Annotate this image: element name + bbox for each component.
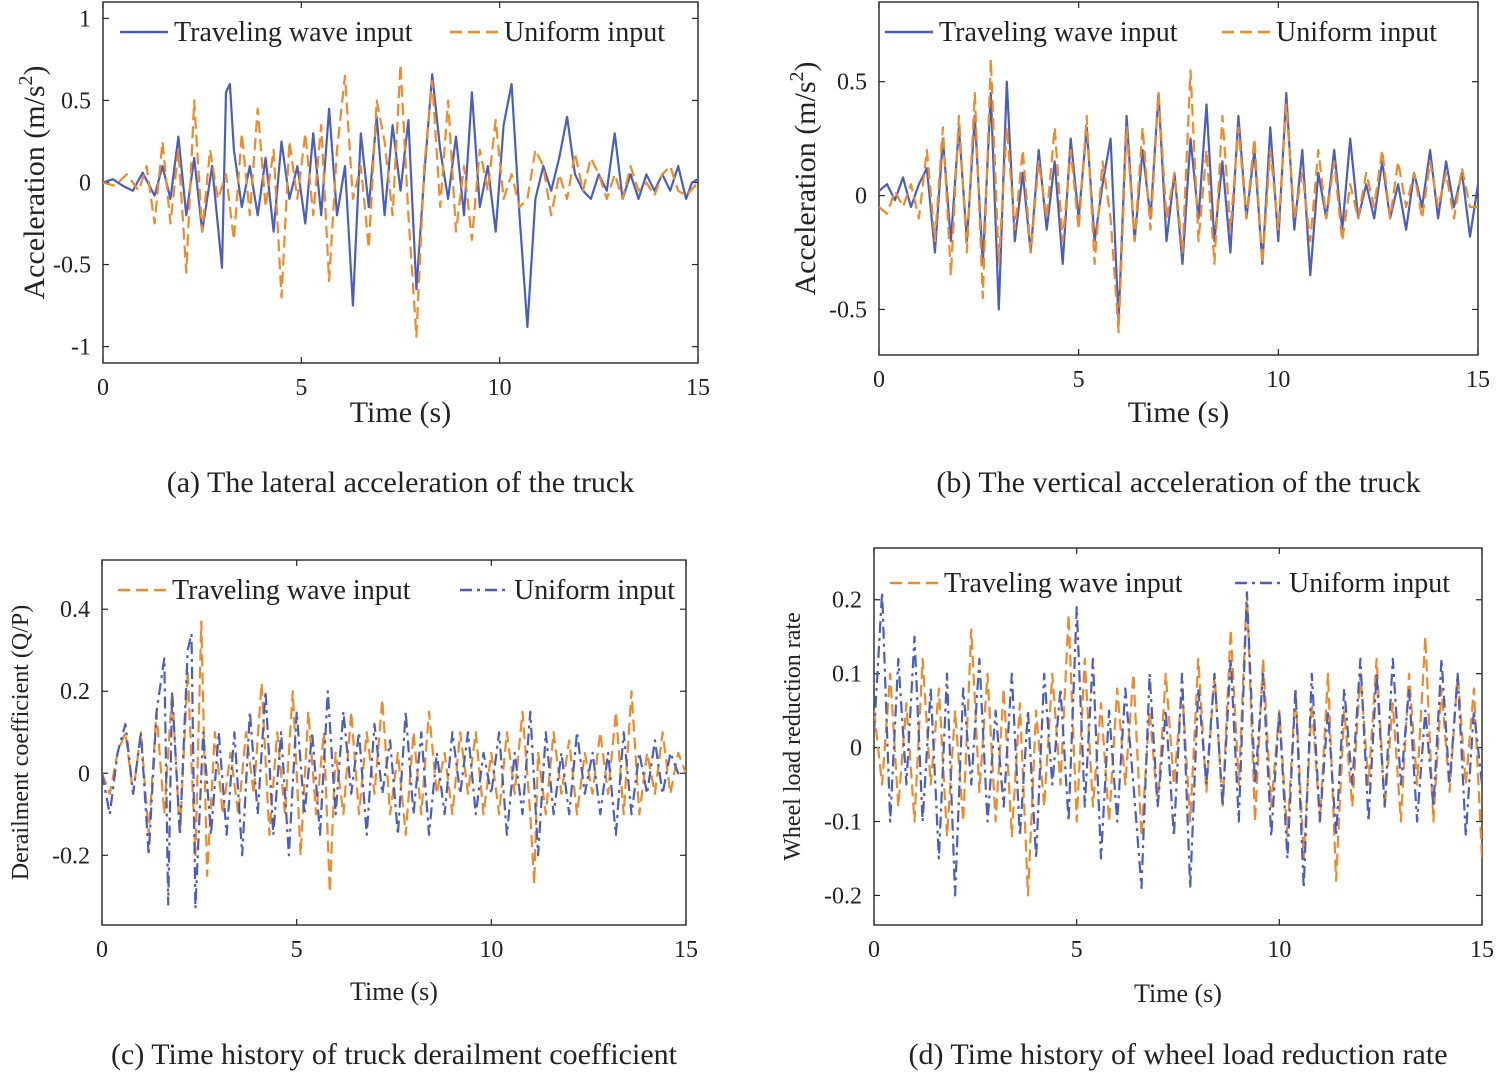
x-tick-label: 5 xyxy=(291,937,303,963)
x-axis-label: Time (s) xyxy=(1128,396,1229,429)
series-line-first xyxy=(874,591,1482,897)
y-tick-label: 0 xyxy=(850,736,862,762)
y-tick-label: -1 xyxy=(71,335,91,361)
x-tick-label: 15 xyxy=(1466,367,1490,393)
legend-label: Traveling wave input xyxy=(939,17,1178,48)
x-tick-label: 0 xyxy=(96,937,108,963)
legend-label: Uniform input xyxy=(514,575,675,606)
plot-frame xyxy=(873,547,1483,926)
chart-panel-b: 0 5 10 15 -0.5 0 0.5 Traveling wave input Unifor… xyxy=(786,1,1490,499)
y-tick-label: 0 xyxy=(78,761,90,787)
series-line-second xyxy=(874,591,1482,897)
legend-label: Uniform input xyxy=(504,17,665,48)
y-tick-label: 0 xyxy=(79,171,91,197)
x-tick-label: 10 xyxy=(1266,367,1290,393)
plot-frame xyxy=(101,559,687,926)
x-tick-label: 15 xyxy=(686,375,710,401)
chart-panel-c: 0 5 10 15 -0.2 0 0.2 0.4 Traveling wave input Uni… xyxy=(8,559,698,1071)
x-tick-label: 5 xyxy=(1073,367,1085,393)
y-tick-label: 0.1 xyxy=(832,662,862,688)
y-tick-label: 0.5 xyxy=(837,70,867,96)
chart-caption: (b) The vertical acceleration of the tru… xyxy=(936,466,1420,499)
legend-label: Traveling wave input xyxy=(172,575,411,606)
x-axis-label: Time (s) xyxy=(1134,979,1222,1008)
x-tick-label: 10 xyxy=(479,937,503,963)
x-tick-label: 5 xyxy=(1071,937,1083,963)
y-axis-label: Acceleration (m/s2) xyxy=(786,61,822,295)
y-tick-label: 1 xyxy=(79,6,91,32)
y-axis-label: Acceleration (m/s2) xyxy=(15,65,51,299)
series-line-second xyxy=(879,57,1478,334)
x-tick-label: 10 xyxy=(1267,937,1291,963)
chart-caption: (a) The lateral acceleration of the truc… xyxy=(167,466,635,499)
y-tick-label: -0.2 xyxy=(824,883,862,909)
y-tick-label: -0.2 xyxy=(52,843,90,869)
x-tick-label: 15 xyxy=(1470,937,1494,963)
y-axis-label: Derailment coefficient (Q/P) xyxy=(8,605,34,880)
chart-caption: (c) Time history of truck derailment coe… xyxy=(111,1038,678,1071)
x-tick-label: 0 xyxy=(868,937,880,963)
x-tick-label: 10 xyxy=(488,375,512,401)
x-tick-label: 5 xyxy=(295,375,307,401)
chart-caption: (d) Time history of wheel load reduction… xyxy=(908,1038,1447,1071)
x-tick-label: 0 xyxy=(873,367,885,393)
y-axis-label: Wheel load reduction rate xyxy=(780,612,806,861)
x-axis-label: Time (s) xyxy=(350,396,451,429)
y-tick-label: 0.2 xyxy=(832,588,862,614)
y-tick-label: 0.2 xyxy=(60,679,90,705)
series-line-first xyxy=(103,73,698,328)
y-tick-label: 0 xyxy=(855,184,867,210)
chart-panel-a: 0 5 10 15 -1 -0.5 0 0.5 1 Traveling wave input Uni… xyxy=(15,1,710,499)
y-tick-label: -0.5 xyxy=(829,297,867,323)
y-tick-label: 0.4 xyxy=(60,597,90,623)
y-tick-label: -0.5 xyxy=(53,253,91,279)
x-tick-label: 0 xyxy=(97,375,109,401)
legend-label: Uniform input xyxy=(1276,17,1437,48)
series-line-second xyxy=(102,632,686,910)
legend-label: Uniform input xyxy=(1289,568,1450,599)
series-line-first xyxy=(102,620,686,894)
legend-label: Traveling wave input xyxy=(944,568,1183,599)
legend-label: Traveling wave input xyxy=(174,17,413,48)
series-line-second xyxy=(103,63,698,338)
x-tick-label: 15 xyxy=(674,937,698,963)
chart-panel-d: 0 5 10 15 -0.2 -0.1 0 0.1 0.2 Traveling wave inpu… xyxy=(780,547,1494,1071)
y-tick-label: -0.1 xyxy=(824,810,862,836)
x-axis-label: Time (s) xyxy=(350,977,438,1006)
y-tick-label: 0.5 xyxy=(61,88,91,114)
plot-frame xyxy=(878,1,1479,356)
